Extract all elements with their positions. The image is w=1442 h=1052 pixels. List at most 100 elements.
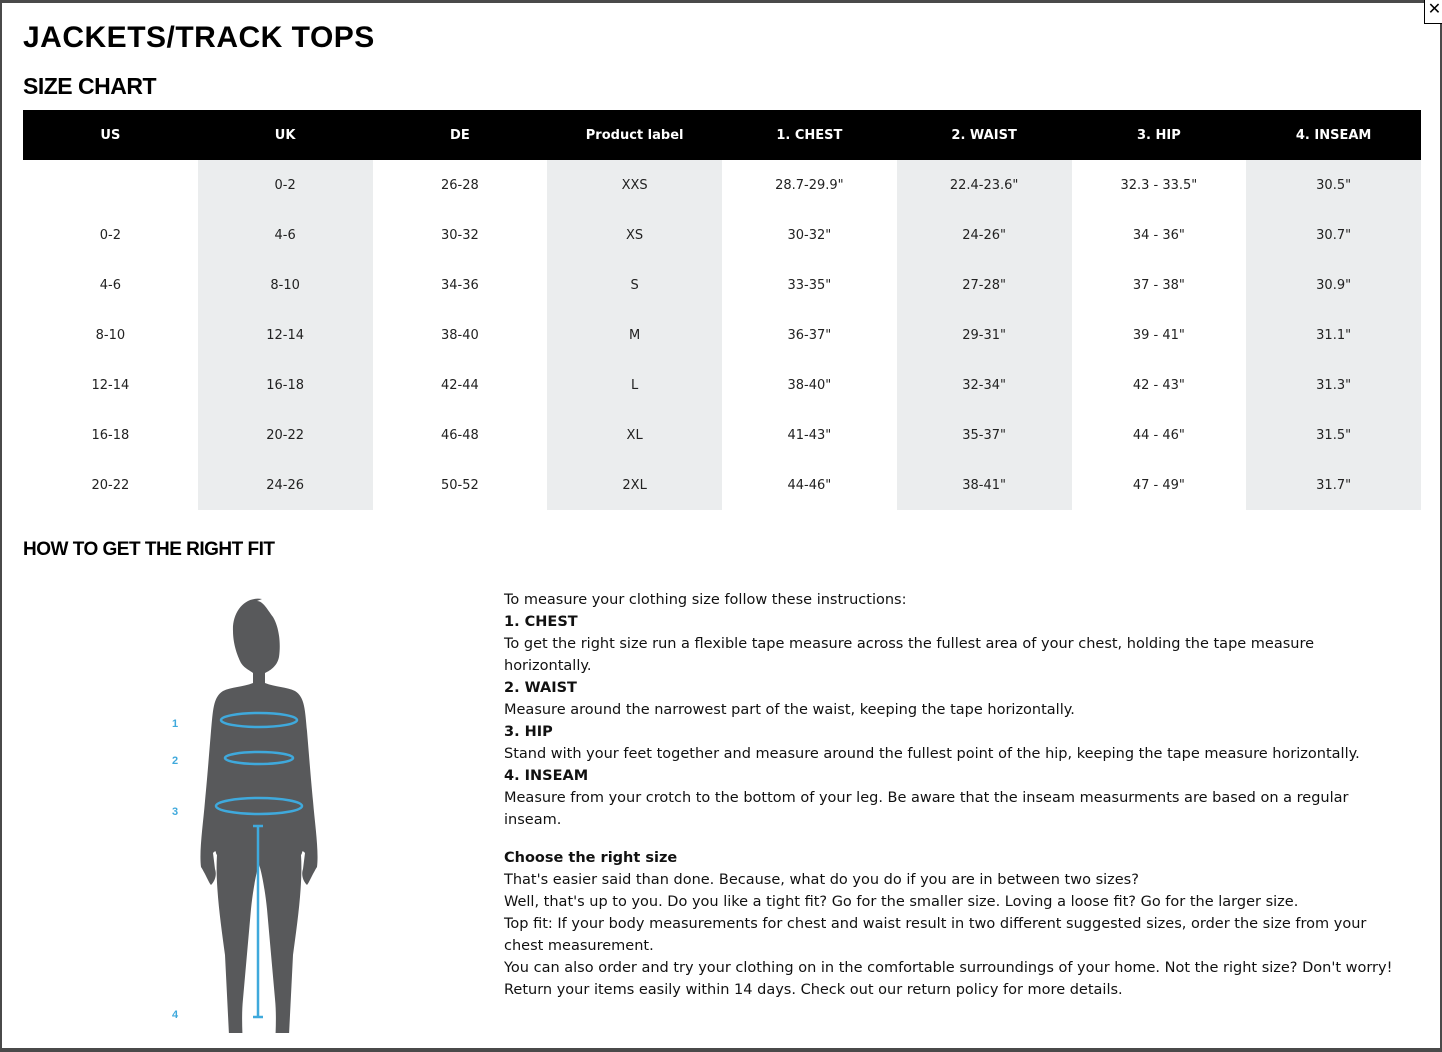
table-cell: 20-22 [197,410,373,460]
column-header: Product label [547,110,722,160]
table-cell: 31.7" [1246,460,1421,510]
table-cell: 4-6 [197,210,373,260]
table-cell: 16-18 [91,427,130,443]
table-cell: XL [547,410,722,460]
label-chest: 1 [172,718,178,730]
waist-title: 2. WAIST [504,680,577,696]
table-cell: 4-6 [99,277,121,293]
table-cell: 31.5" [1246,410,1421,460]
table-cell: 0-2 [197,160,373,210]
silhouette [200,598,318,1033]
table-row: 0-2 4-6 30-32 XS 30-32" 24-26" 34 - 36" 30.7" [23,210,1421,260]
table-cell: 0-2 [99,227,121,243]
table-cell: 28.7-29.9" [775,177,844,193]
table-cell: L [547,360,722,410]
table-cell [23,160,198,210]
table-cell: 8-10 [95,327,126,343]
inseam-title: 4. INSEAM [504,768,589,784]
table-cell: 12-14 [197,310,373,360]
column-header: UK [197,110,373,160]
table-cell: 32.3 - 33.5" [1120,177,1198,193]
table-cell: 50-52 [440,477,479,493]
choose-text-5: Return your items easily within 14 days.… [504,982,1123,998]
chest-text: To get the right size run a flexible tap… [504,636,1315,674]
choose-text-4: You can also order and try your clothing… [504,960,1393,976]
table-cell: 27-28" [896,260,1072,310]
table-cell: 38-40" [787,377,832,393]
inseam-text: Measure from your crotch to the bottom o… [504,790,1349,828]
table-cell: 24-26" [896,210,1072,260]
table-cell: 42-44 [440,377,479,393]
close-button[interactable]: ✕ [1424,0,1442,24]
choose-text-2: Well, that's up to you. Do you like a ti… [504,894,1299,910]
table-row: 16-18 20-22 46-48 XL 41-43" 35-37" 44 - 46" 31.… [23,410,1421,460]
column-header: 3. HIP [1071,110,1247,160]
intro: To measure your clothing size follow the… [504,592,907,608]
table-header-row: US UK DE Product label 1. CHEST 2. WAIST 3. HI… [23,110,1421,160]
table-cell: 46-48 [440,427,479,443]
table-cell: 39 - 41" [1132,327,1185,343]
choose-text-1: That's easier said than done. Because, w… [504,872,1139,888]
table-row: 12-14 16-18 42-44 L 38-40" 32-34" 42 - 43" 31.3… [23,360,1421,410]
column-header: 4. INSEAM [1246,110,1421,160]
table-cell: 24-26 [197,460,373,510]
choose-text-3: Top fit: If your body measurements for c… [504,916,1367,954]
table-cell: 22.4-23.6" [896,160,1072,210]
column-header: 1. CHEST [722,110,897,160]
table-cell: 31.1" [1246,310,1421,360]
table-row: 20-22 24-26 50-52 2XL 44-46" 38-41" 47 - 49" 31… [23,460,1421,510]
table-cell: 16-18 [197,360,373,410]
fit-instructions: To measure your clothing size follow the… [504,589,1404,1001]
page-title: JACKETS/TRACK TOPS [23,21,375,54]
table-cell: XS [547,210,722,260]
label-hip: 3 [172,806,178,818]
table-cell: 29-31" [896,310,1072,360]
close-icon: ✕ [1427,0,1442,18]
table-cell: 41-43" [787,427,832,443]
label-waist: 2 [172,755,178,767]
table-cell: 20-22 [91,477,130,493]
table-cell: 44 - 46" [1132,427,1185,443]
table-cell: 12-14 [91,377,130,393]
column-header: 2. WAIST [896,110,1072,160]
table-cell: 30.7" [1246,210,1421,260]
table-cell: 30-32" [787,227,832,243]
size-chart-heading: SIZE CHART [23,73,157,99]
body-measurement-figure: 1 2 3 4 [172,598,318,1033]
table-cell: 34-36 [440,277,479,293]
column-header: US [23,110,198,160]
hip-text: Stand with your feet together and measur… [504,746,1360,762]
table-cell: 44-46" [787,477,832,493]
table-cell: 47 - 49" [1132,477,1185,493]
table-cell: 26-28 [440,177,479,193]
choose-title: Choose the right size [504,850,678,866]
table-cell: 38-40 [440,327,479,343]
table-row: 0-2 26-28 XXS 28.7-29.9" 22.4-23.6" 32.3 - 33… [23,160,1421,210]
table-cell: 2XL [547,460,722,510]
table-cell: 30-32 [440,227,479,243]
table-cell: M [547,310,722,360]
table-cell: 35-37" [896,410,1072,460]
column-header: DE [372,110,548,160]
hip-title: 3. HIP [504,724,553,740]
table-cell: S [547,260,722,310]
fit-heading: HOW TO GET THE RIGHT FIT [23,539,275,560]
table-cell: 36-37" [787,327,832,343]
table-cell: XXS [547,160,722,210]
measurement-lines [214,711,304,1019]
table-cell: 8-10 [197,260,373,310]
size-table: US UK DE Product label 1. CHEST 2. WAIST 3. HI… [23,110,1421,510]
table-row: 8-10 12-14 38-40 M 36-37" 29-31" 39 - 41" 31.1" [23,310,1421,360]
table-cell: 42 - 43" [1132,377,1185,393]
table-cell: 30.9" [1246,260,1421,310]
table-cell: 33-35" [787,277,832,293]
table-cell: 30.5" [1246,160,1421,210]
table-row: 4-6 8-10 34-36 S 33-35" 27-28" 37 - 38" 30.9" [23,260,1421,310]
chest-title: 1. CHEST [504,614,578,630]
label-inseam: 4 [172,1009,179,1021]
table-cell: 37 - 38" [1132,277,1185,293]
table-cell: 34 - 36" [1132,227,1185,243]
table-cell: 31.3" [1246,360,1421,410]
waist-text: Measure around the narrowest part of the… [504,702,1075,718]
